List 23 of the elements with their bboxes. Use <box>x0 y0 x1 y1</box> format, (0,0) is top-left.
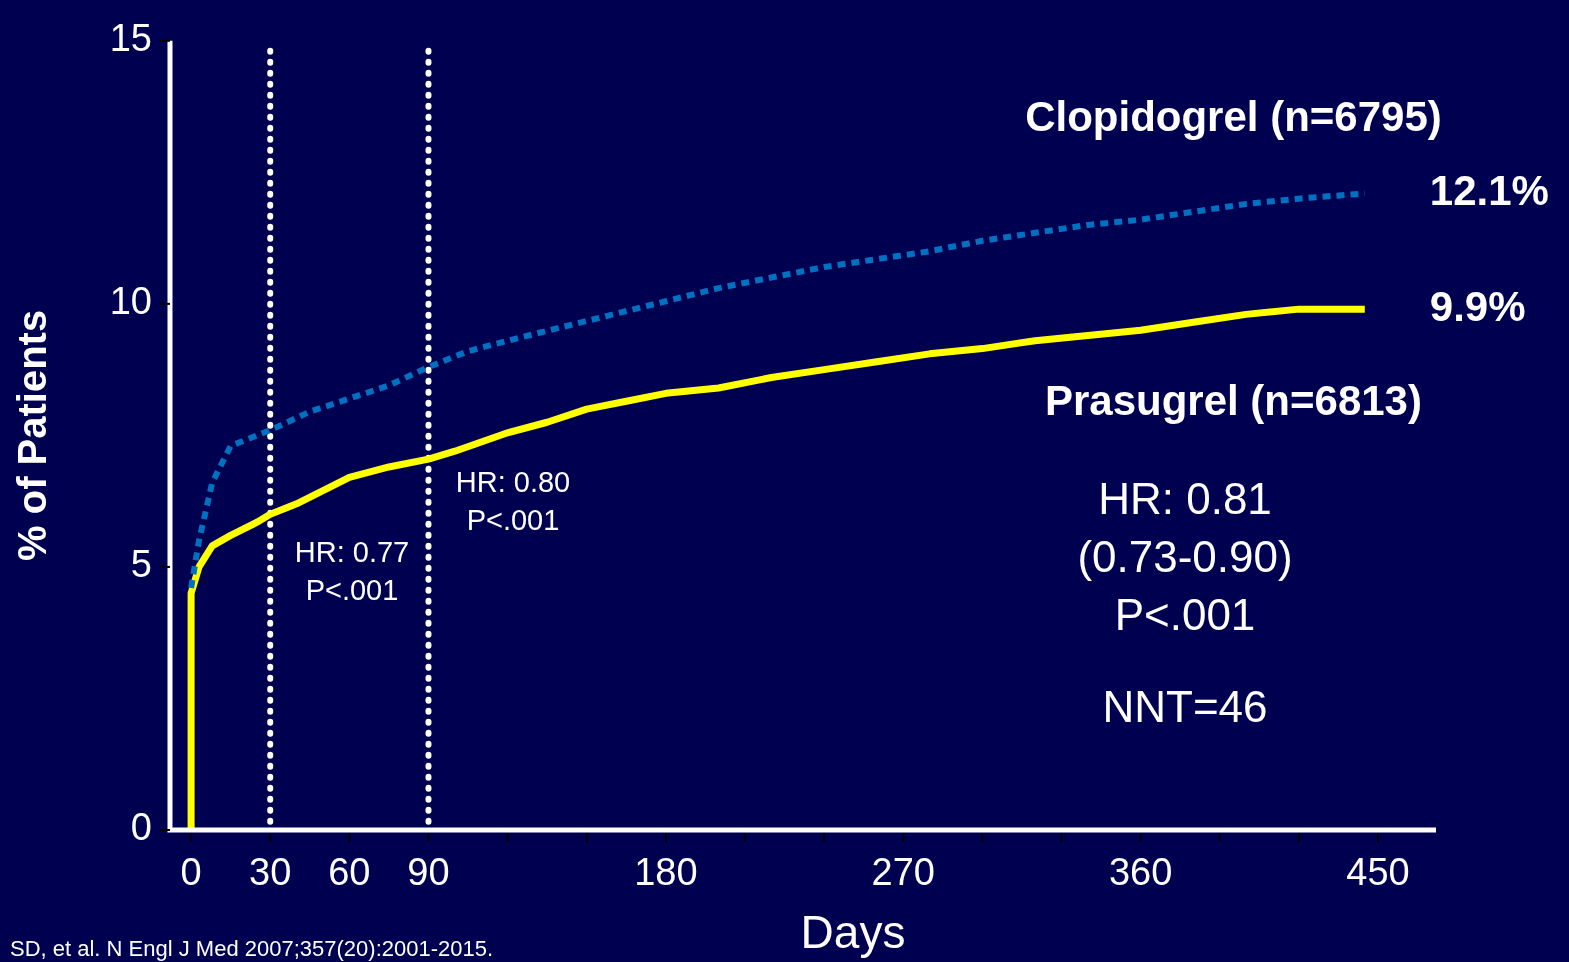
x-tick-label: 60 <box>328 851 371 894</box>
data-label: 12.1% <box>1429 166 1549 214</box>
y-tick-label: 15 <box>109 17 152 60</box>
y-tick-label: 0 <box>130 806 152 849</box>
y-tick-label: 5 <box>130 543 152 586</box>
x-axis-title: Days <box>800 905 906 958</box>
annotation: HR: 0.77 P<.001 <box>294 536 410 606</box>
x-tick-label: 180 <box>634 851 698 894</box>
series-label: Prasugrel (n=6813) <box>1044 377 1422 425</box>
annotation: HR: 0.80 P<.001 <box>455 466 571 536</box>
x-tick-label: 0 <box>180 851 202 894</box>
x-tick-label: 360 <box>1108 851 1173 894</box>
x-tick-label: 90 <box>407 851 450 894</box>
x-tick-label: 270 <box>871 851 935 894</box>
annotation: HR: 0.81 (0.73-0.90) P<.001 <box>1077 474 1293 640</box>
data-label: 9.9% <box>1429 282 1526 330</box>
text: Clopidogrel (n=6795) <box>1025 93 1442 141</box>
x-tick-label: 30 <box>249 851 292 894</box>
y-axis-title: % of Patients <box>10 309 55 561</box>
text: SD, et al. N Engl J Med 2007;357(20):2001-2015. <box>10 936 494 962</box>
annotation: NNT=46 <box>1102 682 1268 732</box>
y-tick-label: 10 <box>109 280 152 323</box>
x-tick-label: 450 <box>1346 851 1410 894</box>
